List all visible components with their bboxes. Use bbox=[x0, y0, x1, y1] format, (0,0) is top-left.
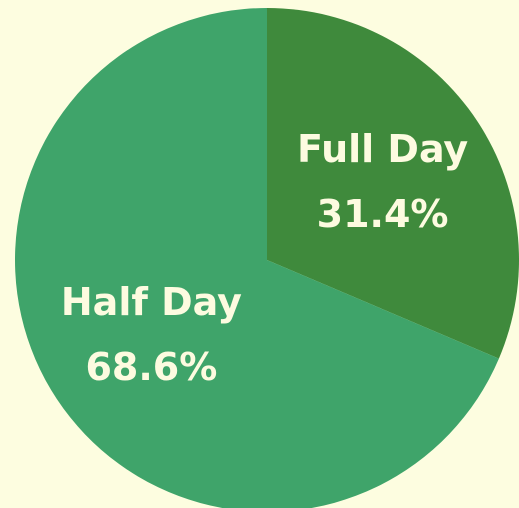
slice-label: Half Day bbox=[61, 280, 242, 324]
slice-value-label: 68.6% bbox=[85, 345, 217, 389]
pie-slice bbox=[267, 8, 519, 359]
slice-label: Full Day bbox=[297, 127, 468, 171]
pie-slice bbox=[15, 8, 499, 508]
slice-value-label: 31.4% bbox=[317, 192, 449, 236]
